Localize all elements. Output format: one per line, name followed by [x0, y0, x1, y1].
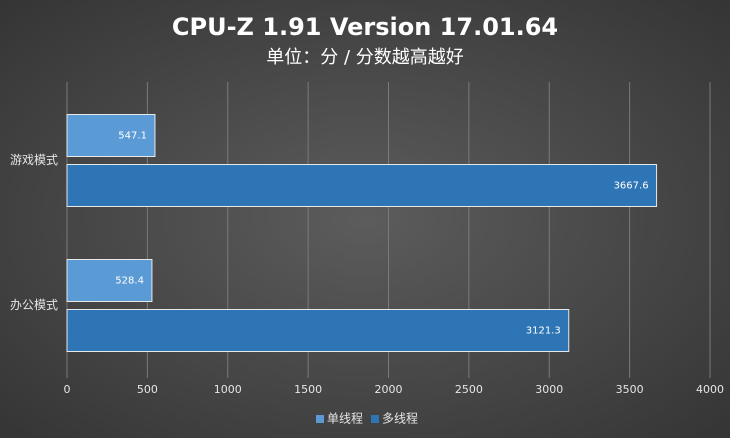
- x-tick-label: 4000: [696, 383, 724, 396]
- x-tick-label: 2000: [375, 383, 403, 396]
- data-label: 3667.6: [614, 181, 649, 192]
- legend-swatch: [316, 415, 324, 423]
- chart-title: CPU-Z 1.91 Version 17.01.64: [172, 13, 558, 41]
- chart-subtitle: 单位：分 / 分数越高越好: [266, 47, 464, 68]
- data-label: 528.4: [115, 276, 144, 287]
- x-tick-label: 1500: [294, 383, 322, 396]
- bar: [66, 259, 153, 302]
- x-tick-label: 0: [64, 383, 71, 396]
- bar: [66, 309, 570, 352]
- data-label: 547.1: [118, 131, 147, 142]
- data-label: 3121.3: [526, 326, 561, 337]
- bar: [66, 114, 156, 157]
- bar: [66, 164, 658, 207]
- x-tick-label: 1000: [214, 383, 242, 396]
- x-tick-label: 3500: [616, 383, 644, 396]
- x-tick-label: 500: [137, 383, 158, 396]
- y-tick-label: 游戏模式: [10, 153, 58, 167]
- legend-label: 多线程: [382, 411, 418, 426]
- legend-swatch: [371, 415, 379, 423]
- legend-label: 单线程: [327, 411, 363, 426]
- x-tick-label: 2500: [455, 383, 483, 396]
- y-tick-label: 办公模式: [10, 297, 58, 312]
- x-tick-label: 3000: [535, 383, 563, 396]
